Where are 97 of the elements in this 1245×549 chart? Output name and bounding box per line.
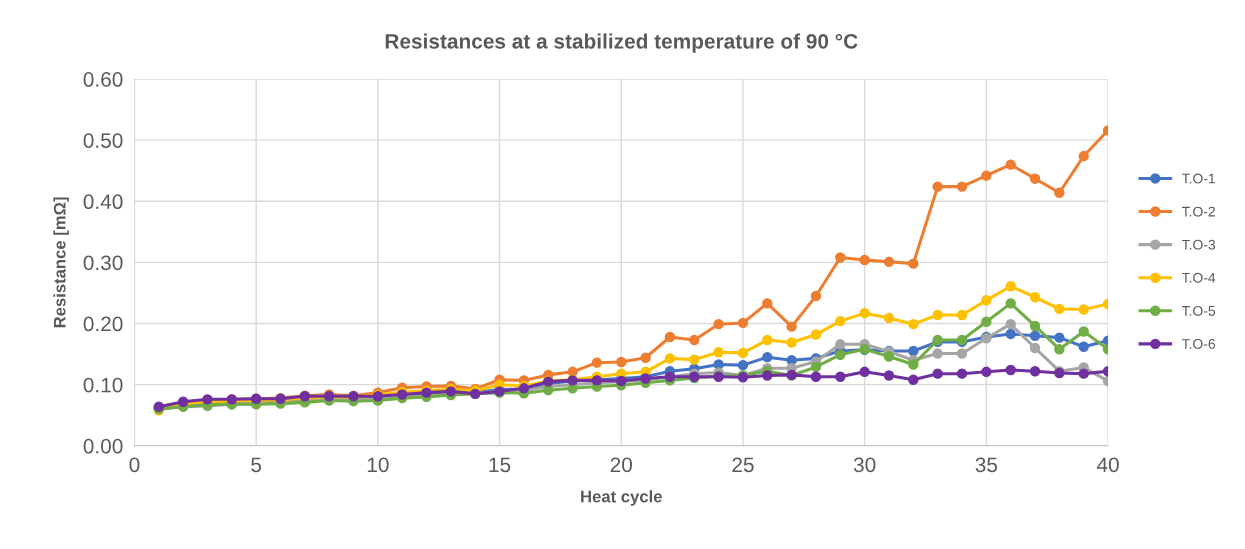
- point: [713, 318, 724, 330]
- point: [664, 331, 676, 343]
- point: [908, 258, 919, 269]
- point: [1029, 342, 1041, 354]
- point: [835, 349, 846, 360]
- point: [932, 309, 943, 321]
- chart-title: Resistances at a stabilized temperature of 90 °C: [385, 33, 858, 53]
- point: [1078, 150, 1089, 162]
- y-tick-label: 0.00: [83, 438, 123, 454]
- point: [786, 337, 797, 348]
- point: [762, 370, 773, 381]
- point: [835, 371, 846, 382]
- point: [737, 317, 749, 329]
- x-tick-label: 10: [367, 457, 389, 473]
- point: [810, 371, 822, 382]
- point: [1078, 341, 1089, 352]
- legend-label: T.O-2: [1182, 206, 1215, 217]
- point: [908, 345, 919, 357]
- point: [810, 329, 822, 340]
- point: [762, 298, 773, 309]
- legend-label: T.O-6: [1182, 339, 1216, 349]
- point: [786, 321, 797, 332]
- point: [859, 307, 870, 319]
- point: [1054, 187, 1065, 198]
- point: [1078, 326, 1089, 337]
- point: [1029, 320, 1041, 332]
- point: [1029, 292, 1041, 303]
- point: [713, 347, 724, 358]
- point: [859, 254, 870, 266]
- x-tick-label: 35: [975, 457, 998, 473]
- point: [932, 368, 943, 379]
- point: [1054, 344, 1065, 355]
- point: [640, 352, 651, 363]
- point: [591, 357, 603, 368]
- point: [810, 290, 822, 302]
- point: [956, 309, 968, 321]
- point: [883, 370, 895, 381]
- point: [1029, 330, 1041, 341]
- point: [908, 374, 919, 385]
- point: [737, 347, 749, 359]
- point: [956, 348, 968, 359]
- point: [616, 356, 627, 368]
- point: [981, 295, 992, 306]
- point: [932, 348, 943, 359]
- point: [1005, 281, 1016, 292]
- point: [1054, 303, 1065, 315]
- point: [664, 353, 676, 364]
- x-tick-label: 40: [1096, 457, 1119, 473]
- point: [1029, 173, 1041, 184]
- legend-label: T.O-1: [1182, 173, 1215, 184]
- x-tick-label: 0: [129, 457, 140, 473]
- point: [737, 359, 749, 371]
- legend-label: T.O-5: [1182, 305, 1216, 316]
- point: [1078, 368, 1089, 379]
- legend-label: T.O-4: [1182, 272, 1216, 283]
- point: [762, 334, 773, 346]
- point: [835, 315, 846, 327]
- point: [956, 368, 968, 379]
- x-tick-label: 5: [251, 457, 262, 473]
- y-tick-label: 0.50: [83, 133, 123, 148]
- x-tick-label: 15: [489, 457, 511, 473]
- point: [1005, 328, 1016, 340]
- x-tick-label: 20: [610, 457, 633, 473]
- x-tick-label: 30: [853, 457, 876, 473]
- point: [689, 334, 700, 346]
- point: [981, 316, 992, 327]
- point: [1005, 318, 1016, 330]
- point: [762, 351, 773, 363]
- point: [1005, 298, 1016, 309]
- point: [1078, 304, 1089, 315]
- y-axis-title: Resistance [mΩ]: [53, 197, 69, 328]
- point: [835, 252, 846, 263]
- point: [981, 366, 992, 378]
- point: [981, 170, 992, 181]
- point: [835, 339, 846, 350]
- y-tick-label: 0.40: [83, 194, 123, 210]
- x-tick-label: 25: [732, 457, 754, 473]
- point: [859, 366, 870, 378]
- point: [908, 318, 919, 330]
- y-tick-label: 0.20: [83, 316, 123, 332]
- point: [956, 181, 968, 192]
- point: [883, 312, 895, 324]
- point: [908, 359, 919, 370]
- point: [883, 351, 895, 362]
- point: [1005, 364, 1016, 376]
- y-tick-label: 0.60: [83, 72, 123, 87]
- point: [1054, 332, 1065, 343]
- point: [1005, 159, 1016, 170]
- y-tick-label: 0.30: [83, 255, 123, 271]
- legend-label: T.O-3: [1182, 239, 1216, 250]
- x-axis-title: Heat cycle: [581, 490, 662, 506]
- point: [810, 361, 822, 373]
- point: [1029, 366, 1041, 377]
- y-tick-label: 0.10: [83, 377, 123, 393]
- point: [689, 354, 700, 365]
- point: [883, 256, 895, 268]
- point: [932, 181, 943, 192]
